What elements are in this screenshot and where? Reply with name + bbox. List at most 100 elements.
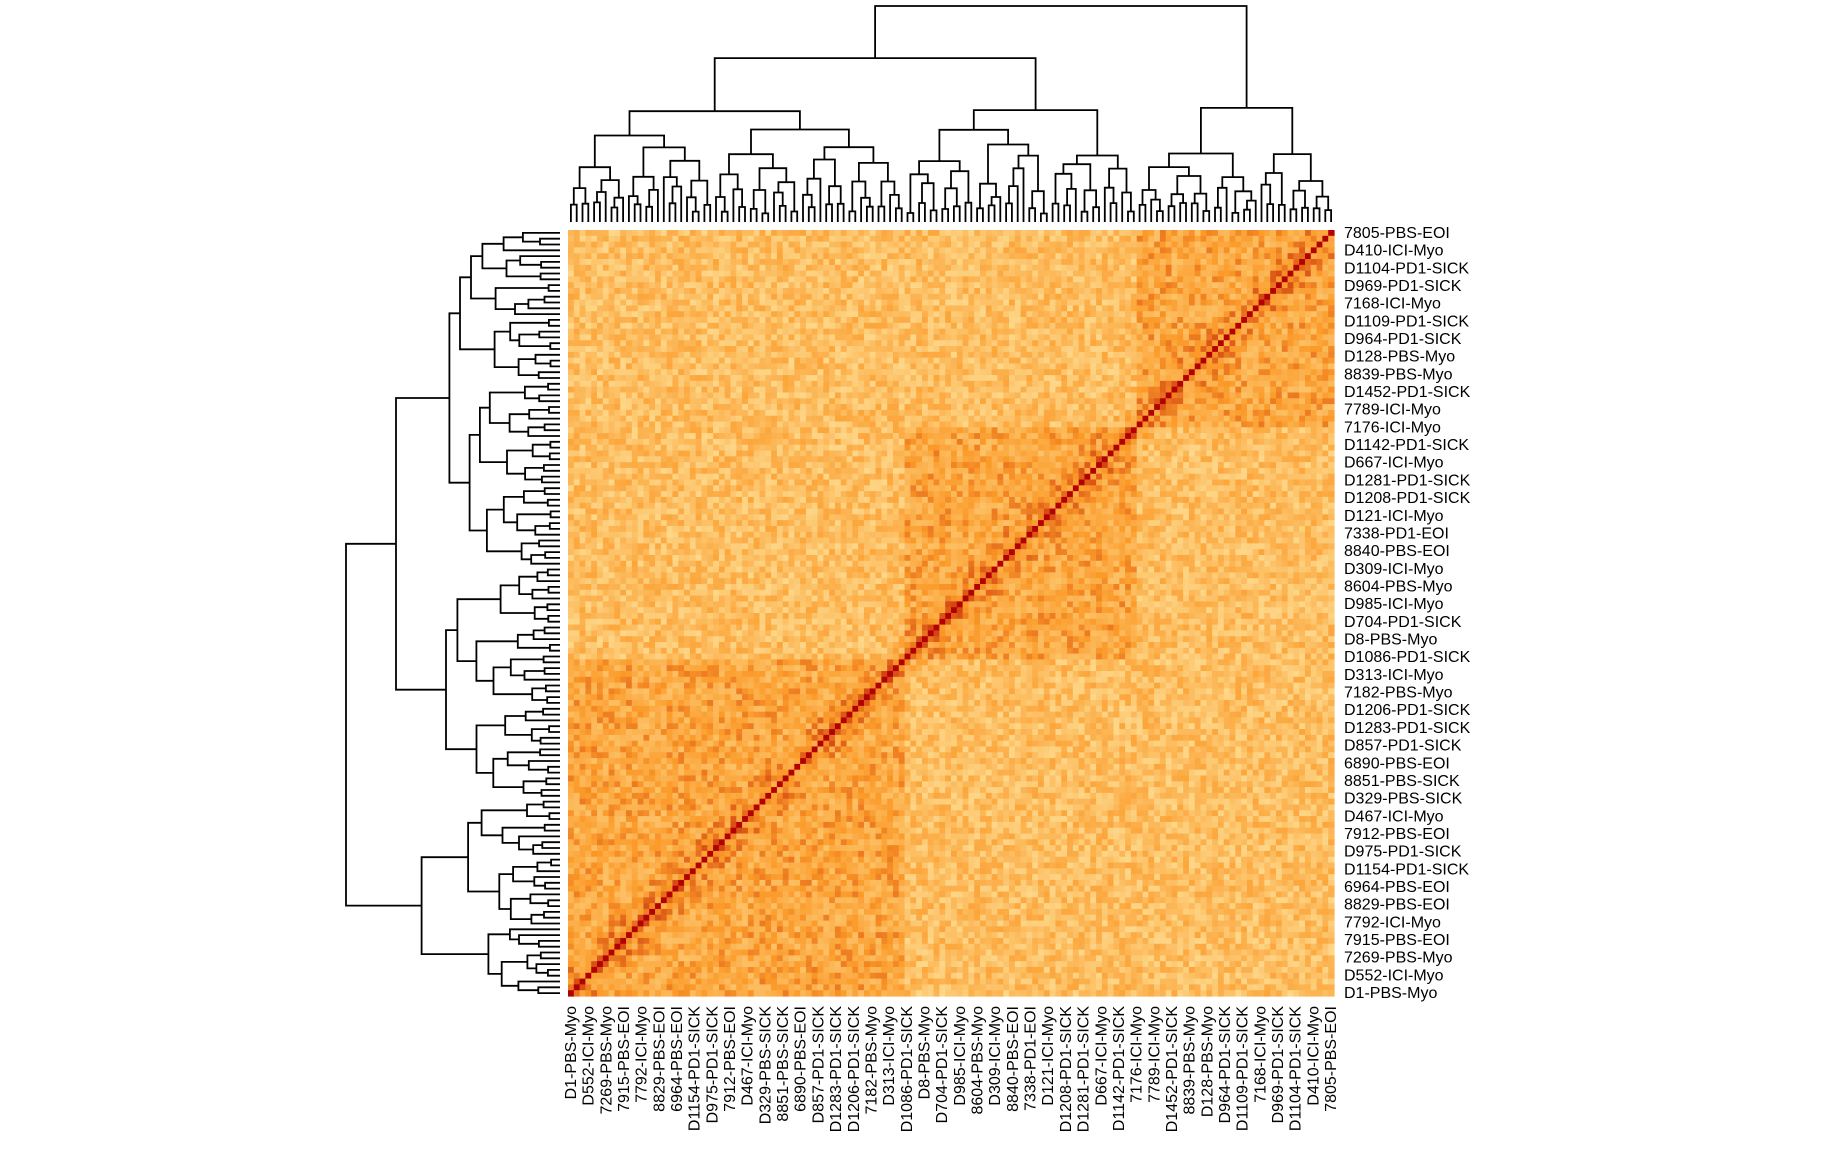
heatmap-cell [823,322,830,330]
heatmap-cell [997,276,1004,283]
heatmap-cell [962,363,970,370]
heatmap-cell [608,398,616,405]
heatmap-cell [823,264,830,272]
heatmap-cell [573,375,581,382]
heatmap-cell [962,253,970,260]
heatmap-cell [974,386,981,394]
heatmap-cell [1078,322,1086,330]
heatmap-cell [840,363,848,370]
heatmap-cell [718,305,726,312]
heatmap-cell [921,351,929,359]
heatmap-cell [1084,311,1091,318]
heatmap-cell [927,409,935,417]
heatmap-cell [666,421,674,428]
heatmap-cell [875,264,882,272]
heatmap-cell [1119,311,1126,318]
heatmap-cell [916,328,923,336]
heatmap-cell [1084,433,1091,440]
heatmap-cell [1136,369,1144,376]
heatmap-cell [655,427,662,434]
heatmap-cell [1258,340,1265,347]
heatmap-cell [631,363,639,370]
heatmap-cell [1165,235,1173,243]
heatmap-cell [1200,270,1207,278]
heatmap-cell [695,322,703,330]
dendrogram-branch [848,210,857,222]
heatmap-cell [1246,369,1254,376]
heatmap-cell [1096,398,1103,405]
heatmap-cell [1293,409,1300,417]
heatmap-cell [753,230,761,237]
heatmap-cell [730,259,737,266]
heatmap-cell [1281,241,1289,249]
heatmap-cell [1299,369,1306,376]
heatmap-cell [980,282,987,289]
dendrogram-branch [481,242,507,270]
heatmap-cell [649,433,656,440]
heatmap-cell [655,259,662,266]
heatmap-cell [759,235,766,243]
heatmap-cell [724,357,732,365]
dendrogram-branch [1266,203,1274,222]
dendrogram-branch [467,821,500,893]
heatmap-cell [1258,230,1265,237]
heatmap-cell [643,433,650,440]
heatmap-cell [1212,380,1219,388]
heatmap-cell [892,392,900,399]
heatmap-cell [805,340,813,347]
heatmap-cell [869,340,877,347]
heatmap-cell [1096,328,1103,336]
heatmap-cell [782,311,790,318]
heatmap-cell [1165,270,1173,278]
heatmap-cell [817,288,824,295]
heatmap-cell [817,264,824,272]
heatmap-cell [1072,433,1080,440]
heatmap-cell [1096,264,1103,272]
heatmap-cell [1136,404,1144,411]
heatmap-cell [776,322,784,330]
heatmap-cell [794,276,801,283]
heatmap-cell [875,392,882,399]
heatmap-cell [968,392,975,399]
heatmap-cell [823,334,830,341]
heatmap-cell [916,241,923,249]
heatmap-cell [939,293,946,301]
heatmap-cell [1130,288,1138,295]
heatmap-cell [707,363,714,370]
heatmap-cell [892,427,900,434]
heatmap-cell [701,380,708,388]
heatmap-cell [1125,305,1132,312]
heatmap-cell [846,386,853,394]
heatmap-cell [1154,270,1161,278]
heatmap-cell [1252,415,1260,423]
heatmap-cell [1090,427,1097,434]
heatmap-cell [695,334,703,341]
heatmap-cell [771,398,778,405]
heatmap-cell [585,247,592,254]
heatmap-cell [1090,375,1097,382]
heatmap-cell [701,404,708,411]
dendrogram-branch [549,359,560,368]
heatmap-cell [968,334,975,341]
heatmap-cell [974,357,981,365]
heatmap-cell [811,334,819,341]
heatmap-cell [701,270,708,278]
heatmap-cell [759,241,766,249]
heatmap-cell [1038,230,1045,237]
dendrogram-branch [596,191,607,222]
heatmap-cell [568,409,575,417]
heatmap-cell [916,253,923,260]
heatmap-cell [1142,282,1149,289]
heatmap-cell [649,392,656,399]
heatmap-cell [852,340,859,347]
heatmap-cell [985,235,993,243]
heatmap-cell [800,230,807,237]
heatmap-cell [951,392,958,399]
heatmap-cell [1299,253,1306,260]
heatmap-cell [684,247,691,254]
heatmap-cell [997,328,1004,336]
dendrogram-branch [1005,202,1013,222]
heatmap-cell [573,317,581,324]
heatmap-cell [858,357,865,365]
heatmap-cell [962,346,970,353]
